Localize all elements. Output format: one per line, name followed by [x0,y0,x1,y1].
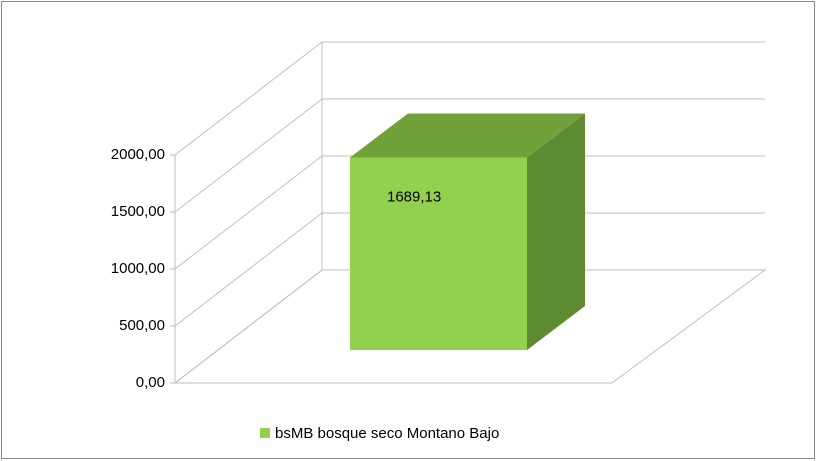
grid-line [174,41,323,156]
grid-line [174,98,323,213]
data-label: 1689,13 [387,188,441,205]
y-tick-label: 1500,00 [111,203,165,220]
legend-swatch [260,428,270,438]
grid-line [174,155,323,270]
bar-top [350,113,585,158]
legend-label: bsMB bosque seco Montano Bajo [275,425,499,442]
grid-line [174,212,323,327]
bar-side [527,113,585,350]
bar [350,157,527,350]
y-tick-label: 1000,00 [111,260,165,277]
y-tick-label: 0,00 [136,374,165,391]
grid-line [174,269,323,384]
y-tick-label: 2000,00 [111,146,165,163]
y-tick-label: 500,00 [119,317,165,334]
